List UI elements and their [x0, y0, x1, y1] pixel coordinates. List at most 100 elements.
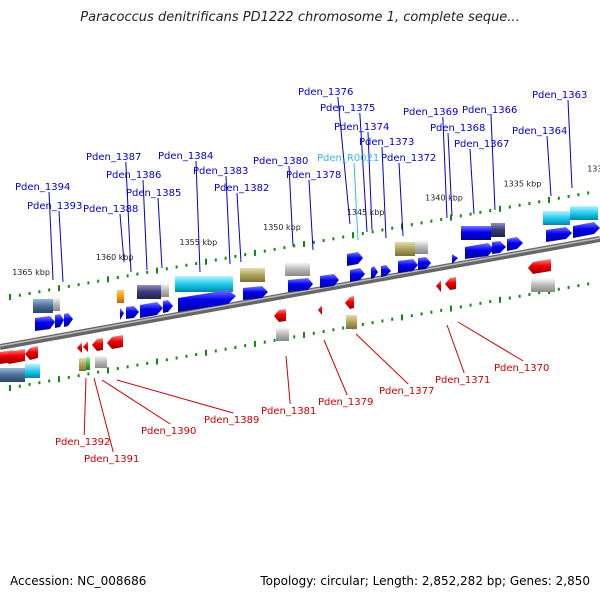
gene-arrow-reverse[interactable]	[436, 280, 441, 292]
gene-arrow-reverse[interactable]	[25, 346, 38, 360]
reverse-gene-label[interactable]: Pden_1390	[141, 426, 196, 437]
gene-arrow-forward[interactable]	[288, 278, 313, 292]
gene-leader-line	[469, 148, 475, 215]
gene-arrow-reverse[interactable]	[92, 338, 103, 351]
gene-arrow-forward[interactable]	[398, 259, 418, 273]
gene-leader-line	[337, 96, 351, 225]
forward-gene-label[interactable]: Pden_1375	[320, 103, 375, 114]
gene-block-steel[interactable]	[33, 299, 53, 313]
forward-gene-label[interactable]: Pden_1384	[158, 151, 213, 162]
scale-label: 1330 kbp	[587, 165, 600, 174]
reverse-gene-label[interactable]: Pden_1371	[435, 375, 490, 386]
gene-arrow-reverse[interactable]	[345, 296, 354, 309]
map-title: Paracoccus denitrificans PD1222 chromoso…	[80, 10, 520, 25]
gene-arrow-forward[interactable]	[178, 290, 236, 312]
forward-gene-label[interactable]: Pden_1367	[454, 139, 509, 150]
gene-arrow-forward[interactable]	[492, 241, 506, 254]
gene-leader-line	[567, 99, 573, 189]
forward-gene-label[interactable]: Pden_1380	[253, 156, 308, 167]
gene-block-green[interactable]	[86, 357, 90, 370]
gene-arrow-forward[interactable]	[120, 308, 124, 320]
forward-gene-label[interactable]: Pden_1369	[403, 107, 458, 118]
reverse-gene-label[interactable]: Pden_1379	[318, 397, 373, 408]
gene-arrow-forward[interactable]	[381, 265, 391, 277]
gene-arrow-forward[interactable]	[126, 306, 139, 319]
gene-arrow-forward[interactable]	[452, 254, 458, 264]
gene-arrow-forward[interactable]	[140, 302, 163, 318]
reverse-gene-label[interactable]: Pden_1381	[261, 406, 316, 417]
forward-gene-label[interactable]: Pden_1387	[86, 152, 141, 163]
forward-gene-label[interactable]: Pden_1394	[15, 182, 70, 193]
forward-gene-label[interactable]: Pden_1382	[214, 183, 269, 194]
reverse-gene-label[interactable]: Pden_1392	[55, 437, 110, 448]
gene-arrow-forward[interactable]	[163, 300, 173, 313]
reverse-gene-label[interactable]: Pden_1389	[204, 415, 259, 426]
gene-arrow-reverse[interactable]	[4, 349, 25, 364]
forward-gene-label[interactable]: Pden_1372	[381, 153, 436, 164]
gene-arrow-reverse[interactable]	[274, 309, 286, 322]
gene-block-gray[interactable]	[53, 297, 60, 311]
gene-leader-line	[442, 116, 448, 219]
gene-block-olive[interactable]	[79, 358, 86, 371]
forward-gene-label[interactable]: Pden_1383	[193, 166, 248, 177]
forward-gene-label[interactable]: Pden_1366	[462, 105, 517, 116]
forward-gene-label[interactable]: Pden_1374	[334, 122, 389, 133]
forward-gene-label[interactable]: Pden_1378	[286, 170, 341, 181]
gene-arrow-forward[interactable]	[546, 227, 572, 242]
forward-gene-label[interactable]: Pden_1363	[532, 90, 587, 101]
gene-block-steel[interactable]	[0, 368, 25, 382]
forward-gene-label[interactable]: Pden_1364	[512, 126, 567, 137]
reverse-gene-label[interactable]: Pden_1391	[84, 454, 139, 465]
gene-block-dark[interactable]	[137, 285, 161, 299]
gene-arrow-reverse[interactable]	[77, 342, 82, 353]
gene-block-gray[interactable]	[415, 240, 428, 254]
gene-leader-line	[93, 377, 114, 453]
forward-gene-label[interactable]: Pden_1368	[430, 123, 485, 134]
gene-block-gray[interactable]	[95, 355, 107, 368]
gene-block-cyan[interactable]	[25, 364, 40, 378]
reverse-gene-label[interactable]: Pden_1370	[494, 363, 549, 374]
gene-arrow-forward[interactable]	[371, 266, 378, 279]
gene-arrow-reverse[interactable]	[107, 335, 123, 349]
gene-block-gray[interactable]	[161, 283, 169, 297]
forward-gene-label[interactable]: Pden_1385	[126, 188, 181, 199]
gene-block-orange[interactable]	[117, 290, 124, 303]
gene-arrow-reverse[interactable]	[318, 305, 322, 315]
forward-gene-label[interactable]: Pden_1373	[359, 137, 414, 148]
gene-block-gray[interactable]	[285, 262, 310, 276]
forward-gene-label[interactable]: Pden_R0021	[317, 153, 379, 164]
forward-gene-leaders	[48, 96, 573, 283]
gene-arrow-forward[interactable]	[507, 237, 523, 251]
gene-arrow-reverse[interactable]	[528, 259, 551, 274]
forward-strand-genes	[33, 206, 600, 331]
gene-arrow-forward[interactable]	[347, 252, 363, 266]
gene-arrow-forward[interactable]	[320, 274, 339, 288]
gene-block-gray[interactable]	[276, 327, 289, 341]
gene-arrow-forward[interactable]	[243, 286, 268, 300]
gene-arrow-reverse[interactable]	[83, 341, 88, 352]
reverse-gene-label[interactable]: Pden_1377	[379, 386, 434, 397]
gene-arrow-forward[interactable]	[35, 316, 55, 331]
forward-gene-label[interactable]: Pden_1386	[106, 170, 161, 181]
gene-block-olive[interactable]	[346, 315, 357, 329]
gene-arrow-forward[interactable]	[465, 243, 494, 259]
gene-block-cyan[interactable]	[543, 211, 570, 225]
gene-block-gray[interactable]	[531, 278, 555, 292]
gene-arrow-forward[interactable]	[573, 222, 600, 238]
gene-block-olive[interactable]	[240, 268, 265, 282]
forward-gene-label[interactable]: Pden_1376	[298, 87, 353, 98]
forward-gene-label[interactable]: Pden_1393	[27, 201, 82, 212]
forward-gene-label[interactable]: Pden_1388	[83, 204, 138, 215]
gene-block-olive[interactable]	[395, 242, 415, 256]
gene-arrow-reverse[interactable]	[445, 277, 456, 290]
gene-arrow-forward[interactable]	[55, 314, 64, 328]
gene-block-cyan[interactable]	[570, 206, 598, 220]
gene-arrow-forward[interactable]	[350, 268, 365, 282]
gene-arrow-forward[interactable]	[64, 313, 73, 327]
gene-block-cyan[interactable]	[175, 276, 233, 292]
gene-block-blue[interactable]	[461, 226, 491, 240]
scale-label: 1360 kbp	[96, 253, 134, 262]
gene-block-dark[interactable]	[491, 223, 505, 237]
gene-arrow-forward[interactable]	[418, 257, 431, 270]
